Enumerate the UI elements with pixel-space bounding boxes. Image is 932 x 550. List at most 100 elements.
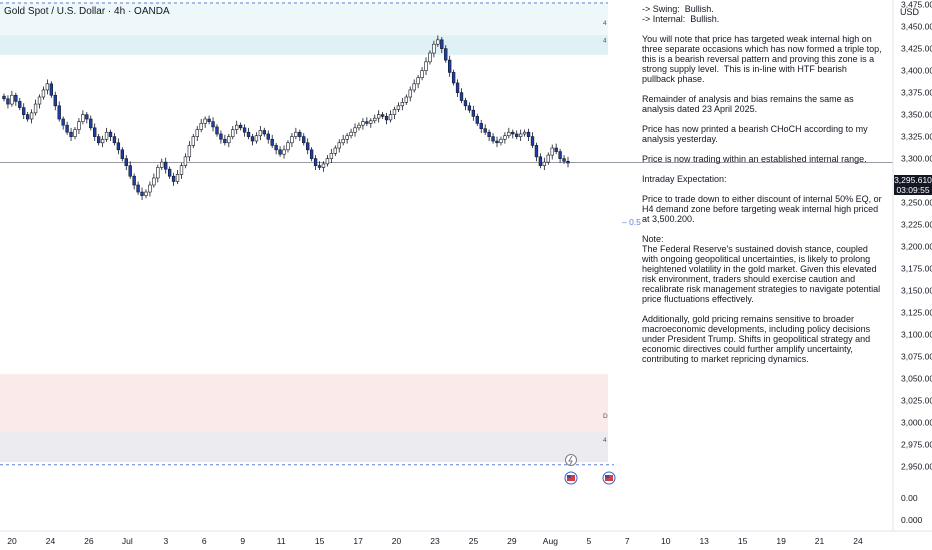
candle-body	[546, 154, 550, 163]
price-tick-label: 3,375.000	[901, 88, 932, 98]
candle-body	[416, 77, 420, 85]
candle-body	[475, 116, 479, 124]
candle-body	[542, 161, 547, 166]
time-tick-label: 23	[430, 536, 440, 546]
note-paragraph: Price to trade down to either discount o…	[642, 194, 885, 224]
candle-body	[294, 131, 298, 137]
note-paragraph: You will note that price has targeted we…	[642, 34, 885, 84]
candle-body	[235, 124, 239, 130]
candle-body	[479, 123, 483, 129]
note-paragraph: Price is now trading within an establish…	[642, 154, 867, 164]
lightning-icon	[568, 455, 573, 466]
candle-body	[309, 149, 314, 159]
candle-body	[538, 156, 543, 166]
candle-body	[522, 131, 527, 135]
candle-body	[467, 105, 472, 111]
candle-body	[96, 136, 101, 144]
zone-small-label: D	[603, 413, 608, 420]
candle-body	[313, 158, 318, 166]
candle-body	[160, 161, 164, 168]
candle-body	[353, 127, 357, 133]
time-tick-label: 19	[776, 536, 786, 546]
symbol-title[interactable]: Gold Spot / U.S. Dollar · 4h · OANDA	[4, 6, 170, 17]
time-tick-label: 15	[315, 536, 325, 546]
candle-body	[140, 191, 144, 196]
note-paragraph: -> Swing: Bullish. -> Internal: Bullish.	[642, 4, 720, 24]
candle-body	[85, 114, 89, 120]
candle-body	[463, 100, 468, 107]
candle-body	[41, 89, 46, 98]
candle-body	[250, 136, 255, 142]
candle-body	[33, 103, 38, 114]
candle-body	[156, 167, 160, 179]
price-tick-label: 3,075.000	[901, 352, 932, 362]
candle-body	[215, 126, 219, 135]
candle-body	[128, 165, 132, 177]
candle-body	[554, 147, 558, 152]
time-tick-label: 25	[469, 536, 479, 546]
candle-body	[491, 136, 495, 142]
candle-body	[136, 184, 140, 193]
candle-body	[254, 135, 259, 142]
candle-body	[93, 127, 97, 137]
price-tick-label: 3,425.000	[901, 44, 932, 54]
annotation-marks: – 0.5 4 4 D 4	[564, 20, 641, 485]
candle-body	[530, 136, 535, 146]
zones-layer	[0, 2, 608, 463]
candle-body	[171, 175, 176, 182]
candle-body	[227, 136, 231, 144]
candle-body	[164, 161, 168, 170]
price-axis[interactable]: 3,475.000 3,450.000 3,425.000 3,400.000 3,37…	[901, 0, 932, 525]
us-flag-icon	[567, 475, 571, 478]
candle-body	[534, 145, 539, 158]
candle-body	[77, 121, 81, 130]
candle-body	[424, 61, 428, 71]
candle-body	[483, 128, 487, 133]
candle-body	[396, 105, 401, 110]
candle-body	[302, 136, 306, 144]
candle-body	[274, 145, 278, 151]
candle-body	[298, 131, 302, 137]
time-tick-label: 17	[353, 536, 363, 546]
analysis-note: -> Swing: Bullish. -> Internal: Bullish.…	[642, 4, 882, 374]
time-tick-label: 11	[277, 536, 286, 546]
candle-body	[124, 158, 128, 166]
candle-body	[436, 39, 440, 45]
candle-body	[518, 133, 523, 137]
candle-body	[392, 109, 397, 115]
time-tick-label: 24	[853, 536, 863, 546]
candle-body	[266, 133, 270, 140]
candle-body	[428, 52, 432, 63]
note-paragraph: Price has now printed a bearish CHoCH ac…	[642, 124, 871, 144]
candle-body	[10, 94, 14, 105]
candle-body	[420, 70, 424, 78]
time-tick-label: 15	[738, 536, 748, 546]
candle-body	[432, 43, 436, 54]
time-tick-label: 24	[46, 536, 56, 546]
time-tick-label: 7	[625, 536, 630, 546]
price-tick-label: 2,950.000	[901, 462, 932, 472]
candle-body	[507, 131, 511, 137]
lightning-icon	[565, 454, 577, 466]
price-tick-label: 3,100.000	[901, 330, 932, 340]
candle-body	[37, 96, 42, 105]
candle-body	[195, 129, 199, 137]
candle-body	[104, 131, 109, 140]
candle-body	[22, 107, 26, 115]
candle-body	[183, 156, 188, 166]
indicator-tick-label: 0.00	[901, 493, 918, 503]
candle-body	[278, 149, 282, 155]
candle-body	[566, 160, 570, 164]
bar-countdown: 03:09:55	[896, 185, 930, 195]
candle-body	[455, 82, 460, 93]
time-axis[interactable]: 20 24 26 Jul 3 6 9 11 15 17 20 23 25 29 Aug 5 7 10 13 15 19 2…	[7, 536, 863, 546]
price-tick-label: 3,300.000	[901, 154, 932, 164]
candle-body	[487, 131, 491, 137]
candle-body	[81, 114, 85, 122]
candle-body	[440, 39, 444, 49]
candle-body	[499, 138, 503, 144]
us-flag-icon	[605, 475, 609, 478]
candle-body	[337, 142, 341, 149]
currency-label[interactable]: USD	[900, 7, 920, 17]
